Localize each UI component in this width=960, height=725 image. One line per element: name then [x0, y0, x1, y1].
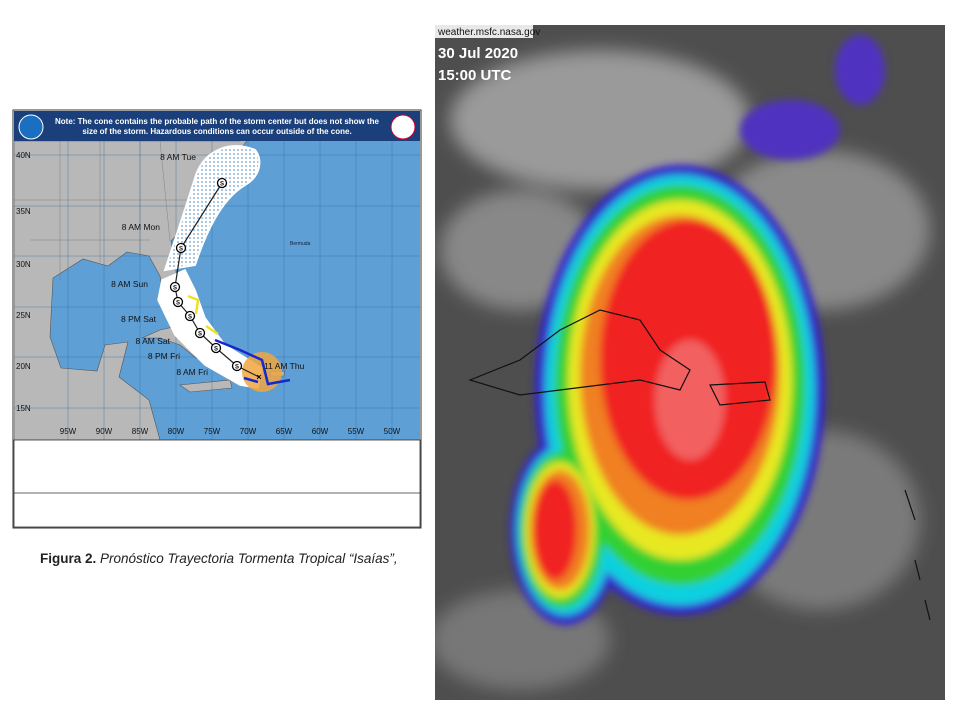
lon-label: 80W [168, 427, 185, 436]
forecast-label: 8 PM Fri [148, 351, 180, 361]
forecast-label: 8 AM Mon [122, 222, 161, 232]
lat-label: 25N [16, 311, 31, 320]
source-label: weather.msfc.nasa.gov [437, 27, 540, 38]
lon-label: 50W [384, 427, 401, 436]
source-box [435, 25, 533, 38]
lat-label: 30N [16, 260, 31, 269]
noaa-logo [18, 114, 44, 140]
forecast-marker [172, 296, 184, 308]
map-note: Note: The cone contains the probable pat… [55, 117, 380, 136]
sat-date: 30 Jul 2020 [438, 45, 518, 62]
marker-letter: S [173, 286, 177, 292]
forecast-marker [231, 360, 243, 372]
land-jamaica-area [179, 379, 233, 393]
forecast-marker [210, 342, 222, 354]
nws-logo [390, 114, 416, 140]
caption-label: Figura 2. [40, 551, 96, 566]
caption-text: Pronóstico Trayectoria Tormenta Tropical… [96, 551, 397, 566]
forecast-marker [194, 327, 206, 339]
forecast-marker [169, 281, 181, 293]
marker-letter: S [179, 247, 183, 253]
forecast-label: 8 AM Sat [136, 336, 171, 346]
forecast-marker [216, 177, 228, 189]
lon-label: 70W [240, 427, 257, 436]
marker-letter: S [198, 332, 202, 338]
watch-trop-storm [187, 294, 219, 336]
forecast-marker [184, 310, 196, 322]
lat-label: 15N [16, 404, 31, 413]
caption: Figura 2. Pronóstico Trayectoria Torment… [40, 551, 398, 566]
lon-label: 55W [348, 427, 365, 436]
marker-letter: S [220, 182, 224, 188]
lat-label: 35N [16, 207, 31, 216]
satellite-image: weather.msfc.nasa.gov 30 Jul 2020 15:00 UT… [435, 25, 945, 700]
lon-label: 90W [96, 427, 113, 436]
lon-label: 60W [312, 427, 329, 436]
current-position: × [256, 372, 261, 382]
forecast-label: 11 AM Thu [264, 361, 305, 371]
nhc-map: Note: The cone contains the probable pat… [12, 109, 422, 529]
convection [510, 35, 885, 625]
lon-label: 65W [276, 427, 293, 436]
figure-caption: Figura 2. Pronóstico Trayectoria Torment… [40, 551, 398, 566]
forecast-marker [175, 242, 187, 254]
forecast-label: 8 AM Tue [160, 152, 196, 162]
lat-label: 20N [16, 362, 31, 371]
note-band [14, 111, 420, 141]
coastlines [468, 309, 931, 621]
marker-letter: S [176, 301, 180, 307]
lon-label: 95W [60, 427, 77, 436]
lon-label: 75W [204, 427, 221, 436]
info-panel [13, 439, 421, 528]
tropical-storm-wind-extent [242, 352, 282, 392]
sat-time: 15:00 UTC [438, 67, 512, 84]
marker-letter: S [188, 315, 192, 321]
cone-day-4-5 [163, 145, 261, 272]
forecast-label: 8 AM Sun [111, 279, 148, 289]
marker-letter: S [214, 347, 218, 353]
forecast-label: 8 AM Fri [176, 367, 208, 377]
forecast-label: 8 PM Sat [121, 314, 157, 324]
satellite-labels: weather.msfc.nasa.gov 30 Jul 2020 15:00 UT… [435, 25, 540, 84]
marker-letter: S [235, 365, 239, 371]
place-label: Bermuda [290, 241, 311, 247]
lat-label: 40N [16, 151, 31, 160]
warning-trop-storm [214, 338, 291, 386]
lon-label: 85W [132, 427, 149, 436]
